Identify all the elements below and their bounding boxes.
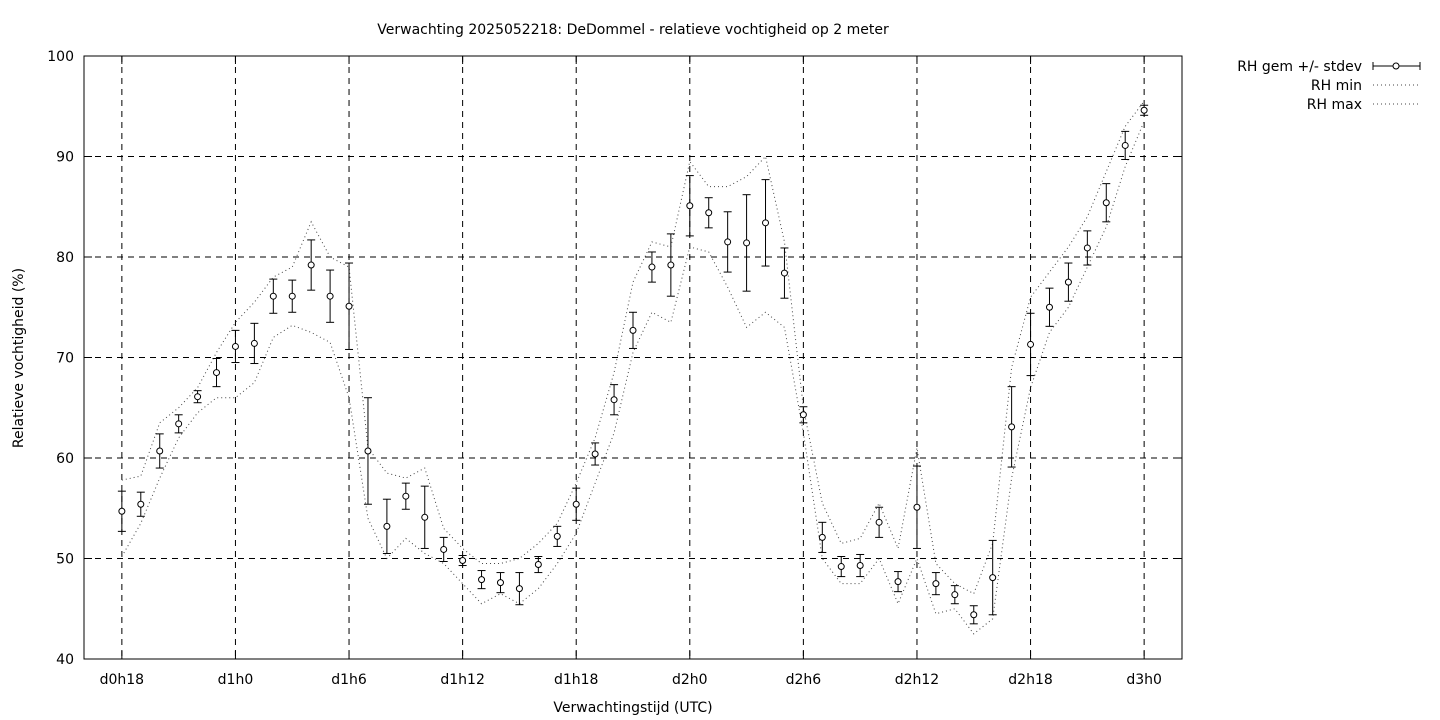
data-point (1027, 340, 1035, 348)
y-tick-label: 70 (56, 351, 74, 367)
data-point (629, 326, 637, 334)
x-tick-label: d2h12 (895, 672, 939, 688)
series-line-rh-min (121, 121, 1145, 635)
legend-label: RH min (1311, 78, 1362, 94)
data-point (364, 447, 372, 455)
data-point (591, 450, 599, 458)
grid-lines (84, 56, 1182, 659)
data-point (118, 507, 126, 515)
plot-frame (83, 55, 1183, 660)
x-tick-label: d2h0 (672, 672, 708, 688)
data-point (686, 202, 694, 210)
data-point (648, 263, 656, 271)
x-tick-label: d1h18 (554, 672, 598, 688)
data-point (894, 578, 902, 586)
data-point (175, 420, 183, 428)
y-tick-label: 50 (56, 552, 74, 568)
data-point (667, 261, 675, 269)
data-point (1064, 278, 1072, 286)
data-point (1083, 244, 1091, 252)
data-point (1102, 199, 1110, 207)
x-tick-label: d1h12 (440, 672, 484, 688)
data-point (932, 580, 940, 588)
x-tick-label: d0h18 (100, 672, 144, 688)
x-tick-label: d1h0 (218, 672, 254, 688)
y-tick-label: 80 (56, 250, 74, 266)
data-point (572, 500, 580, 508)
data-point (970, 611, 978, 619)
data-point (1045, 303, 1053, 311)
legend-label: RH max (1307, 97, 1362, 113)
data-point (156, 447, 164, 455)
data-point (951, 591, 959, 599)
legend-label: RH gem +/- stdev (1237, 59, 1362, 75)
error-bars (117, 104, 1149, 625)
data-point (724, 238, 732, 246)
data-point (875, 518, 883, 526)
legend: RH gem +/- stdev RH min RH max (1237, 59, 1421, 113)
x-tick-label: d1h6 (331, 672, 367, 688)
y-tick-label: 40 (56, 652, 74, 668)
mean-points (118, 106, 1148, 619)
x-axis-label: Verwachtingstijd (UTC) (553, 700, 712, 716)
data-point (402, 492, 410, 500)
data-point (799, 411, 807, 419)
x-tick-label: d3h0 (1126, 672, 1162, 688)
data-point (780, 269, 788, 277)
x-tick-label: d2h18 (1008, 672, 1052, 688)
data-point (515, 585, 523, 593)
data-point (440, 545, 448, 553)
data-point (269, 292, 277, 300)
data-point (1121, 141, 1129, 149)
data-point (137, 500, 145, 508)
data-point (610, 396, 618, 404)
data-point (705, 209, 713, 217)
data-point (496, 579, 504, 587)
data-point (989, 574, 997, 582)
data-point (421, 513, 429, 521)
data-point (194, 393, 202, 401)
y-axis: 40 50 60 70 80 90 100 (47, 49, 1182, 668)
data-point (1008, 423, 1016, 431)
data-point (762, 219, 770, 227)
data-point (345, 302, 353, 310)
x-tick-label: d2h6 (786, 672, 822, 688)
chart-title: Verwachting 2025052218: DeDommel - relat… (377, 22, 889, 38)
data-point (534, 561, 542, 569)
legend-sample-point (1392, 62, 1400, 70)
data-point (856, 562, 864, 570)
data-point (837, 563, 845, 571)
x-axis: d0h18 d1h0 d1h6 d1h12 d1h18 d2h0 d2h6 d2h12 d2h1… (100, 56, 1162, 688)
data-point (913, 503, 921, 511)
data-point (1140, 106, 1148, 114)
y-axis-label: Relatieve vochtigheid (%) (11, 268, 27, 448)
data-point (288, 292, 296, 300)
data-point (250, 339, 258, 347)
data-point (231, 342, 239, 350)
data-point (307, 261, 315, 269)
min-max-lines (121, 100, 1145, 635)
data-point (478, 576, 486, 584)
y-tick-label: 90 (56, 150, 74, 166)
data-point (743, 239, 751, 247)
y-tick-label: 100 (47, 49, 74, 65)
data-point (326, 292, 334, 300)
data-point (459, 557, 467, 565)
data-point (818, 533, 826, 541)
data-point (383, 522, 391, 530)
data-point (213, 369, 221, 377)
data-point (553, 532, 561, 540)
y-tick-label: 60 (56, 451, 74, 467)
